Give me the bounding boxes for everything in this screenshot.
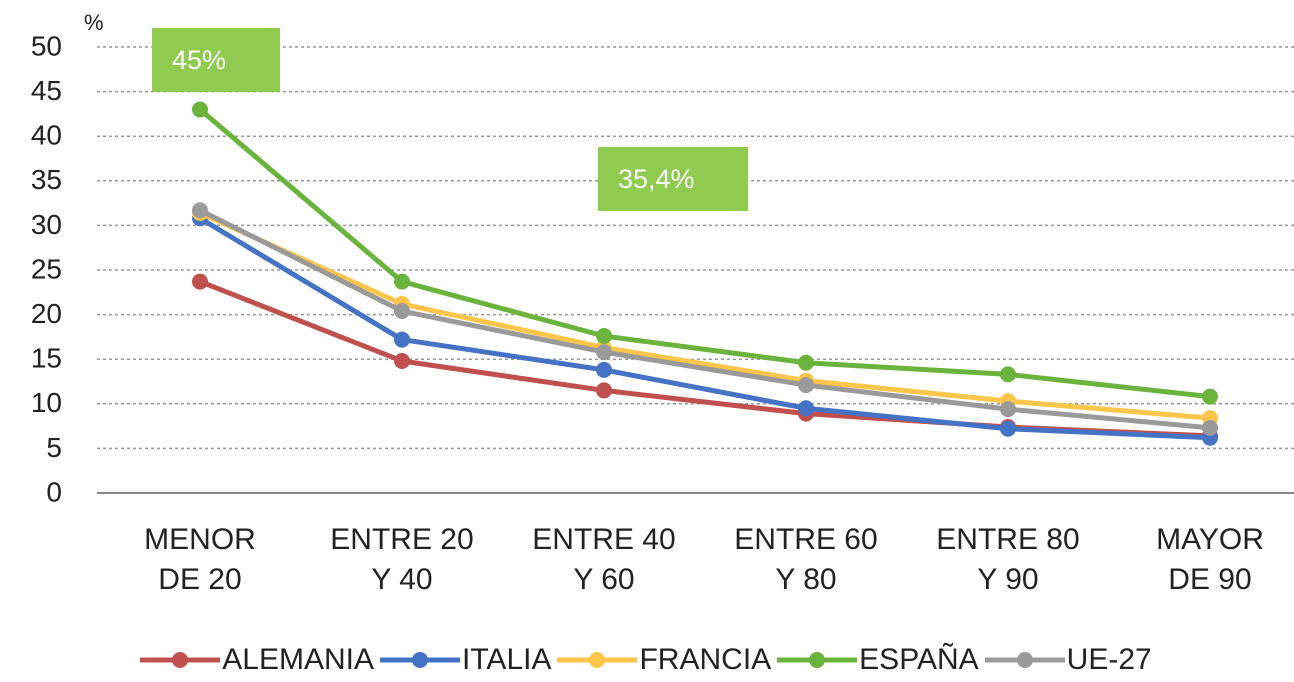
series-line <box>198 216 1211 441</box>
data-point <box>1000 401 1016 418</box>
legend-label: UE-27 <box>1066 643 1152 676</box>
legend-item: ITALIA <box>378 643 551 677</box>
data-point <box>192 273 208 290</box>
series-line <box>198 207 1211 431</box>
y-axis-label: % <box>84 10 104 35</box>
legend-swatch <box>777 652 858 668</box>
x-tick-label: ENTRE 40 Y 60 <box>532 523 676 596</box>
legend-item: UE-27 <box>983 643 1152 677</box>
series-line <box>198 210 1211 421</box>
data-point <box>394 273 410 290</box>
legend-item: ESPAÑA <box>775 643 979 677</box>
legend-label: ESPAÑA <box>859 643 979 676</box>
legend: ALEMANIA ITALIA FRANCIA ESPAÑA UE-27 <box>0 638 1294 682</box>
legend-marker <box>412 652 428 668</box>
annotation: 45% <box>152 28 280 92</box>
data-point <box>798 354 814 371</box>
data-point <box>394 303 410 320</box>
y-tick-label: 50 <box>31 30 62 61</box>
legend-swatch <box>140 652 221 668</box>
y-tick-label: 25 <box>31 253 62 284</box>
legend-label: FRANCIA <box>639 643 772 676</box>
annotation: 35,4% <box>598 147 748 211</box>
data-point <box>596 361 612 378</box>
legend-marker <box>589 652 606 668</box>
legend-swatch <box>984 652 1065 668</box>
data-point <box>394 331 410 348</box>
legend-item: FRANCIA <box>555 643 771 677</box>
y-tick-label: 40 <box>31 120 62 151</box>
data-point <box>1000 366 1016 383</box>
data-point <box>1202 388 1218 405</box>
data-point <box>596 382 612 399</box>
y-tick-label: 15 <box>31 343 62 374</box>
data-point <box>192 101 208 118</box>
x-tick-label: ENTRE 80 Y 90 <box>936 523 1080 596</box>
legend-label: ALEMANIA <box>222 643 374 676</box>
data-point <box>1000 420 1016 437</box>
legend-label: ITALIA <box>462 643 552 676</box>
y-tick-label: 45 <box>31 75 62 106</box>
y-tick-label: 35 <box>31 164 62 195</box>
y-tick-label: 30 <box>31 209 62 240</box>
data-point <box>394 352 410 369</box>
legend-marker <box>809 652 826 668</box>
data-point <box>798 377 814 394</box>
legend-swatch <box>557 652 638 668</box>
x-tick-label: MENOR DE 20 <box>144 523 256 596</box>
y-tick-label: 10 <box>31 387 62 418</box>
y-tick-label: 0 <box>46 476 62 507</box>
x-tick-label: ENTRE 60 Y 80 <box>734 523 878 596</box>
y-tick-label: 20 <box>31 298 62 329</box>
x-tick-label: ENTRE 20 Y 40 <box>330 523 474 596</box>
series-line <box>198 107 1211 400</box>
legend-marker <box>1016 652 1033 668</box>
legend-item: ALEMANIA <box>138 643 374 677</box>
data-point <box>1202 419 1218 436</box>
data-point <box>192 202 208 219</box>
x-tick-label: MAYOR DE 90 <box>1156 523 1264 596</box>
data-point <box>798 400 814 417</box>
y-tick-label: 5 <box>46 432 62 463</box>
legend-swatch <box>380 652 460 668</box>
data-point <box>596 344 612 361</box>
data-point <box>596 328 612 345</box>
legend-marker <box>172 652 189 668</box>
